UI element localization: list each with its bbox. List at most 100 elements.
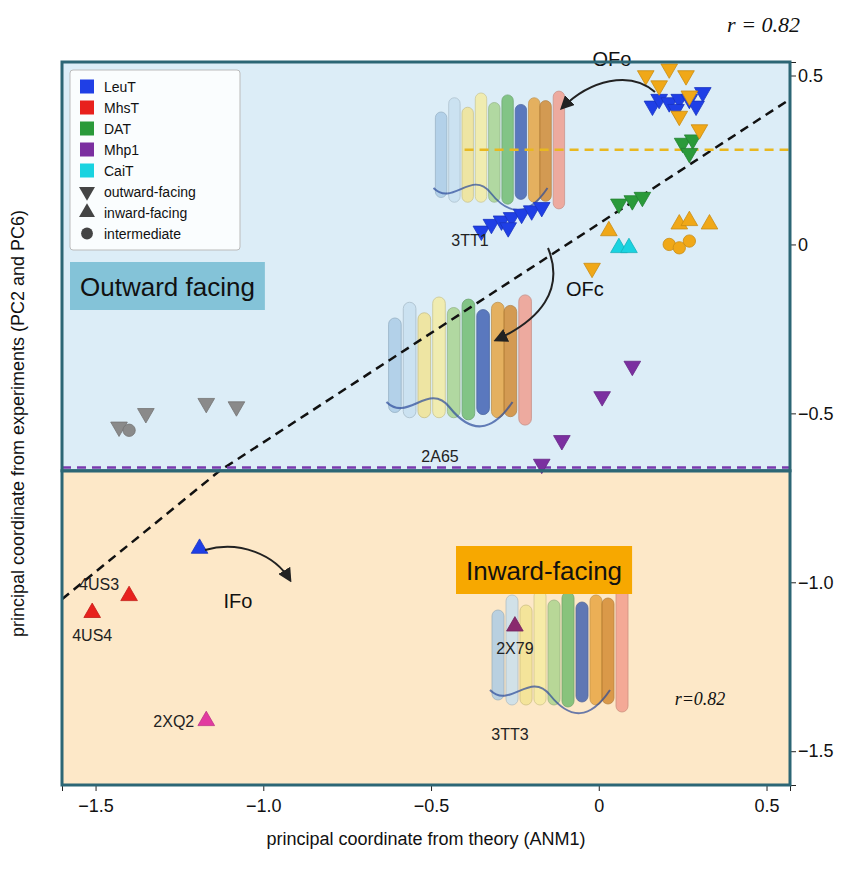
legend-label: intermediate [104,226,181,242]
x-tick-label: 0.5 [755,796,780,816]
legend-label: CaiT [104,163,134,179]
data-point [121,586,138,600]
legend-swatch [80,80,94,94]
legend-swatch [80,164,94,178]
legend-marker [79,203,95,217]
point-label: 2XQ2 [153,713,194,730]
structure-helix [548,600,560,705]
structure-helix [403,302,416,418]
structure-helix [590,595,602,705]
structure-helix [389,318,402,413]
data-point [584,263,601,277]
x-tick: −0.5 [414,785,450,816]
region-border [62,471,790,785]
data-point [191,539,208,553]
structure-helix [519,295,532,425]
structure-helix [462,299,475,420]
data-point [681,148,698,162]
point-label: 4US3 [79,576,119,593]
regions [62,62,790,785]
y-axis-title: principal coordinate from experiments (P… [8,210,28,637]
region-label-group: Inward-facing [456,546,632,594]
x-tick: −1.5 [78,785,114,816]
data-point [533,202,550,216]
structure-coil [387,398,513,426]
data-point [554,436,571,450]
data-point [198,711,215,725]
structure-helix [602,598,614,704]
y-tick-label: −1.5 [798,741,834,761]
correlation-label: r=0.82 [675,689,726,709]
structure-label: 3TT3 [491,726,528,743]
data-point [138,409,155,423]
data-point [678,71,695,85]
y-tick: −1.0 [790,573,834,593]
correlation-label: r = 0.82 [727,12,800,37]
data-point [84,603,101,617]
data-point [624,361,641,375]
data-point [673,242,685,254]
transition-arrow [205,547,290,580]
x-tick-label: −1.0 [246,796,282,816]
legend-label: Mhp1 [104,142,139,158]
y-tick: 0 [790,235,808,255]
structure-drawing [387,295,532,426]
region-label: Outward facing [80,272,255,302]
y-tick-label: −0.5 [798,404,834,424]
data-point [701,215,718,229]
y-tick-label: 0.5 [798,66,823,86]
plot-area [62,64,790,726]
reference-line [62,466,790,469]
legend-label: DAT [104,121,131,137]
x-tick-label: −1.5 [78,796,114,816]
y-tick-label: 0 [798,235,808,255]
structure-label: 3TT1 [451,232,488,249]
structure-helix [492,302,505,418]
structure-label: 2A65 [421,448,458,465]
data-point [694,88,711,102]
legend-box [70,70,240,250]
region-label-box [456,546,632,594]
data-point [651,81,668,95]
legend-swatch [80,101,94,115]
structure-helix [616,588,628,712]
point-label: 4US4 [72,627,112,644]
region-border [62,62,790,471]
region-background [62,62,790,471]
structure-helix [435,112,446,198]
data-point [681,211,698,225]
x-tick-label: −0.5 [414,796,450,816]
data-point [507,617,524,631]
y-tick-label: −1.0 [798,573,834,593]
legend-swatch [80,122,94,136]
data-point [691,125,708,139]
x-axis: −1.5 −1.0 −0.5 0 0.5 [63,785,791,816]
point-label: 2X79 [496,640,533,657]
region-background [62,471,790,785]
structure-helix [489,103,500,203]
x-tick: 0 [594,785,604,816]
legend-label: outward-facing [104,184,196,200]
region-label-group: Outward facing [70,262,265,310]
structure-helix [515,104,526,199]
x-tick-label: 0 [594,796,604,816]
x-tick: −1.0 [246,785,282,816]
data-point [681,91,698,105]
structure-helix [449,98,460,203]
y-tick: 0.5 [790,66,823,86]
chart: 4US34US42X792XQ2OFoOFcIFo3TT12A653TT3−1.… [0,0,844,873]
data-point [123,424,135,436]
transition-arrow [496,248,553,340]
transition-label: OFo [593,48,632,70]
y-axis: 0.5 0 −0.5 −1.0 −1.5 [790,63,834,786]
legend-label: MhsT [104,100,139,116]
data-point [671,111,688,125]
data-point [198,398,215,412]
y-tick: −1.5 [790,741,834,761]
x-axis-title: principal coordinate from theory (ANM1) [266,829,585,849]
data-point [661,64,678,78]
data-point [621,238,638,252]
data-point [500,223,517,237]
transition-label: OFc [566,278,604,300]
structure-helix [576,602,588,702]
